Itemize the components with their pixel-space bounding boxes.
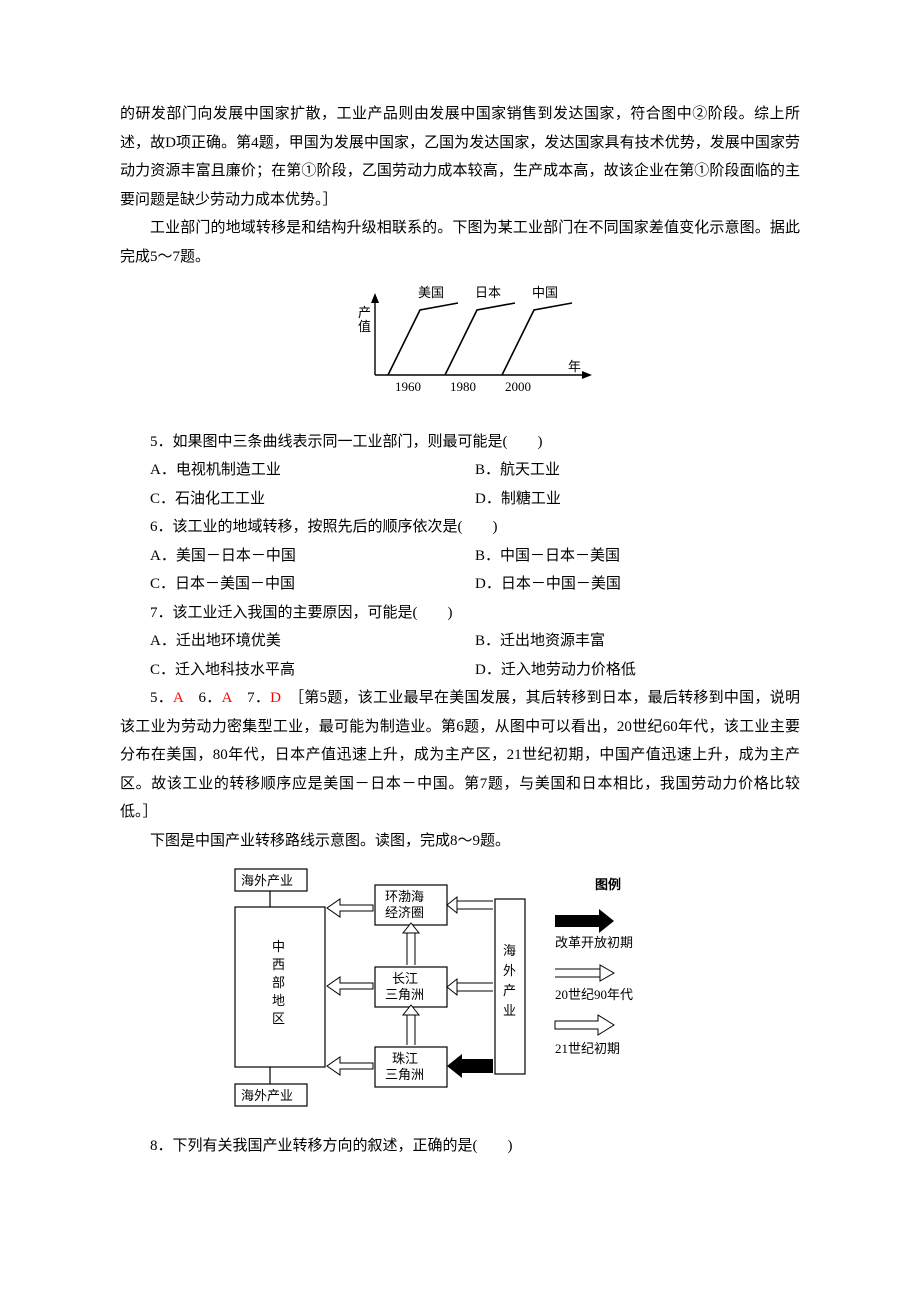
q7-optC: C．迁入地科技水平高: [150, 656, 475, 685]
q6-stem: 6．该工业的地域转移，按照先后的顺序依次是( ): [120, 513, 800, 542]
ans7-value: D: [270, 690, 281, 706]
midwest-l1: 中: [272, 939, 285, 954]
bohai-l2: 经济圈: [385, 905, 424, 920]
ovright-l3: 产: [503, 983, 516, 998]
legend-arrow-90s-head: [600, 965, 614, 981]
ans5-value: A: [173, 690, 183, 706]
q6-optD: D．日本－中国－美国: [475, 570, 800, 599]
chart1-series-japan: [445, 303, 515, 375]
midwest-l2: 西: [272, 957, 285, 972]
diagram-intro: 下图是中国产业转移路线示意图。读图，完成8～9题。: [120, 827, 800, 856]
legend-21: 21世纪初期: [555, 1041, 620, 1056]
q6-options-row2: C．日本－美国－中国 D．日本－中国－美国: [120, 570, 800, 599]
chart1-xaxis-arrow: [582, 371, 592, 379]
legend-early: 改革开放初期: [555, 935, 633, 950]
ans6-value: A: [222, 690, 232, 706]
q7-optB: B．迁出地资源丰富: [475, 627, 800, 656]
arrow-ov-yangtze: [447, 979, 493, 995]
chart1-ylabel-1: 产: [358, 305, 371, 320]
arrow-ov-bohai: [447, 897, 493, 913]
midwest-l3: 部: [272, 975, 285, 990]
answers-paragraph: 5．A 6．A 7．D ［第5题，该工业最早在美国发展，其后转移到日本，最后转移…: [120, 684, 800, 827]
chart1-label-japan: 日本: [475, 285, 501, 300]
ovright-l1: 海: [503, 943, 516, 958]
ans6-label: 6．: [183, 690, 222, 706]
chart1-xtick-1: 1980: [450, 379, 476, 394]
chart1-xtick-0: 1960: [395, 379, 421, 394]
legend-arrow-21: [555, 1015, 614, 1035]
q6-optC: C．日本－美国－中国: [150, 570, 475, 599]
chart1: 产 值 年 1960 1980 2000 美国 日本 中国: [120, 275, 800, 426]
paragraph-top: 的研发部门向发展中国家扩散，工业产品则由发展中国家销售到发达国家，符合图中②阶段…: [120, 100, 800, 214]
q6-options-row1: A．美国－日本－中国 B．中国－日本－美国: [120, 542, 800, 571]
q5-optC: C．石油化工工业: [150, 485, 475, 514]
q7-optD: D．迁入地劳动力价格低: [475, 656, 800, 685]
q5-optA: A．电视机制造工业: [150, 456, 475, 485]
arrows-midwest: [327, 899, 373, 1075]
chart1-ylabel-2: 值: [358, 319, 371, 334]
chart1-intro: 工业部门的地域转移是和结构升级相联系的。下图为某工业部门在不同国家差值变化示意图…: [120, 214, 800, 271]
pearl-l1: 珠江: [392, 1051, 418, 1066]
q5-options-row2: C．石油化工工业 D．制糖工业: [120, 485, 800, 514]
midwest-l5: 区: [272, 1011, 285, 1026]
chart1-label-usa: 美国: [418, 285, 444, 300]
midwest-l4: 地: [272, 993, 285, 1008]
q5-optB: B．航天工业: [475, 456, 800, 485]
legend-arrow-early-body: [555, 915, 599, 927]
ovright-l4: 业: [503, 1003, 516, 1018]
pearl-l2: 三角洲: [385, 1067, 424, 1082]
chart1-yaxis-arrow: [371, 293, 379, 303]
ovright-l2: 外: [503, 963, 516, 978]
q6-optA: A．美国－日本－中国: [150, 542, 475, 571]
legend-title: 图例: [595, 877, 621, 892]
legend-arrow-early-head: [599, 909, 614, 933]
chart1-xlabel: 年: [568, 359, 581, 374]
q6-optB: B．中国－日本－美国: [475, 542, 800, 571]
bohai-l1: 环渤海: [385, 889, 424, 904]
yangtze-l2: 三角洲: [385, 987, 424, 1002]
ans7-label: 7．: [232, 690, 271, 706]
arrow-ov-pearl-black: [447, 1054, 493, 1078]
q7-optA: A．迁出地环境优美: [150, 627, 475, 656]
q7-stem: 7．该工业迁入我国的主要原因，可能是( ): [120, 599, 800, 628]
chart1-xtick-2: 2000: [505, 379, 531, 394]
chart1-series-usa: [388, 303, 458, 375]
chart1-label-china: 中国: [532, 285, 558, 300]
q7-options-row1: A．迁出地环境优美 B．迁出地资源丰富: [120, 627, 800, 656]
ans5-label: 5．: [150, 690, 173, 706]
legend-90s: 20世纪90年代: [555, 987, 633, 1002]
page: 的研发部门向发展中国家扩散，工业产品则由发展中国家销售到发达国家，符合图中②阶段…: [0, 0, 920, 1302]
answers-explanation: ［第5题，该工业最早在美国发展，其后转移到日本，最后转移到中国，说明该工业为劳动…: [120, 690, 800, 820]
q5-stem: 5．如果图中三条曲线表示同一工业部门，则最可能是( ): [120, 428, 800, 457]
q5-optD: D．制糖工业: [475, 485, 800, 514]
label-overseas-bottom: 海外产业: [241, 1088, 293, 1103]
chart1-series-china: [502, 303, 572, 375]
label-overseas-top: 海外产业: [241, 873, 293, 888]
q5-options-row1: A．电视机制造工业 B．航天工业: [120, 456, 800, 485]
diagram: 海外产业 中 西 部 地 区 海外产业 环渤海 经济圈 长江 三角洲 珠江: [120, 859, 800, 1130]
q7-options-row2: C．迁入地科技水平高 D．迁入地劳动力价格低: [120, 656, 800, 685]
q8-stem: 8．下列有关我国产业转移方向的叙述，正确的是( ): [120, 1132, 800, 1161]
yangtze-l1: 长江: [392, 971, 418, 986]
